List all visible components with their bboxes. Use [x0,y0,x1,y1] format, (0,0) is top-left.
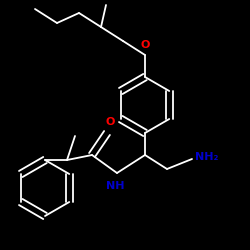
Text: NH₂: NH₂ [195,152,218,162]
Text: O: O [140,40,150,50]
Text: O: O [105,117,115,127]
Text: NH: NH [106,181,124,191]
